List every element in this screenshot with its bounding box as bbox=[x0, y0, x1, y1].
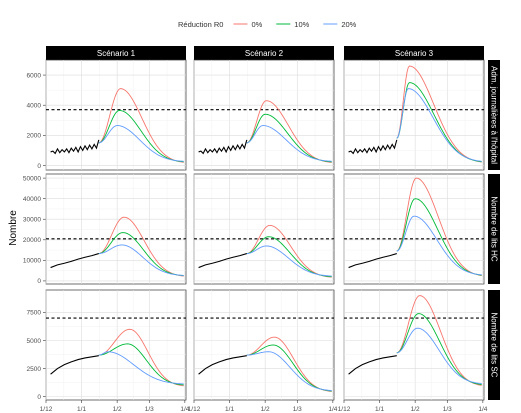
series-line-10pct bbox=[98, 343, 184, 386]
y-tick-label-r2-2: 10000 bbox=[23, 258, 41, 265]
y-tick-label-r1-3: 4000 bbox=[27, 103, 42, 110]
panel-r1-c3 bbox=[343, 59, 485, 171]
observed-line bbox=[348, 253, 397, 269]
row-strip-2 bbox=[488, 174, 500, 284]
panel-frame bbox=[45, 173, 187, 285]
strip-1 bbox=[46, 46, 186, 60]
panel-frame bbox=[343, 59, 485, 171]
series-line-20pct bbox=[396, 215, 482, 276]
x-tick-label-c2-3: 1/2 bbox=[261, 406, 270, 413]
series-line-10pct bbox=[396, 198, 482, 276]
panel-r3-c3 bbox=[343, 289, 485, 401]
series-line-20pct bbox=[98, 244, 184, 276]
row-strip-label-3: Nombre de lits SC bbox=[490, 313, 499, 378]
series-line-0pct bbox=[98, 328, 184, 387]
panel-frame bbox=[343, 173, 485, 285]
series-line-20pct bbox=[98, 351, 184, 385]
legend-label-1: 0% bbox=[251, 20, 262, 29]
observed-line bbox=[198, 253, 247, 269]
x-tick-label-c1-4: 1/3 bbox=[145, 406, 154, 413]
panel-r2-c1 bbox=[45, 173, 187, 285]
row-strip-1 bbox=[488, 60, 500, 170]
strip-label-2: Scénario 2 bbox=[245, 49, 284, 58]
row-strip-label-1: Adm. journalières à l'hôpital bbox=[490, 66, 499, 164]
x-tick-label-c1-1: 1/12 bbox=[40, 406, 53, 413]
panel-r1-c2 bbox=[193, 59, 335, 171]
observed-line bbox=[50, 253, 99, 269]
x-tick-label-c3-5: 1/4 bbox=[478, 406, 487, 413]
y-tick-label-r3-4: 7500 bbox=[27, 310, 42, 317]
panel-frame bbox=[45, 289, 187, 401]
panel-frame bbox=[193, 289, 335, 401]
legend: Réduction R0 0% 10% 20% bbox=[178, 20, 357, 29]
y-tick-label-r1-4: 6000 bbox=[27, 72, 42, 79]
panel-r3-c1 bbox=[45, 289, 187, 401]
observed-line bbox=[348, 139, 398, 155]
x-tick-label-c2-5: 1/4 bbox=[328, 406, 337, 413]
panel-grid: Scénario 1 Scénario 2 Scénario 3 Adm. journ… bbox=[23, 46, 500, 413]
panel-r3-c2 bbox=[193, 289, 335, 401]
series-line-0pct bbox=[98, 216, 184, 277]
legend-label-2: 10% bbox=[294, 20, 309, 29]
row-strip-3 bbox=[488, 290, 500, 400]
strip-3 bbox=[344, 46, 484, 60]
row-strip-label-2: Nombre de lits HC bbox=[490, 196, 499, 262]
series-line-20pct bbox=[98, 125, 184, 162]
panel-frame bbox=[45, 59, 187, 171]
y-tick-label-r2-6: 50000 bbox=[23, 175, 41, 182]
observed-line bbox=[198, 139, 248, 155]
series-line-20pct bbox=[246, 125, 332, 162]
x-tick-label-c2-2: 1/1 bbox=[225, 406, 234, 413]
strip-label-1: Scénario 1 bbox=[97, 49, 136, 58]
series-line-20pct bbox=[246, 245, 332, 277]
y-tick-label-r1-1: 0 bbox=[37, 163, 41, 170]
panel-frame bbox=[343, 289, 485, 401]
strip-label-3: Scénario 3 bbox=[395, 49, 434, 58]
legend-label-3: 20% bbox=[341, 20, 356, 29]
series-line-10pct bbox=[98, 232, 184, 277]
observed-line bbox=[198, 355, 247, 375]
observed-line bbox=[50, 139, 100, 155]
series-line-0pct bbox=[98, 88, 184, 163]
series-line-20pct bbox=[396, 327, 482, 385]
x-tick-label-c1-5: 1/4 bbox=[180, 406, 189, 413]
y-tick-label-r3-1: 0 bbox=[37, 394, 41, 401]
y-tick-label-r2-1: 0 bbox=[37, 278, 41, 285]
y-tick-label-r2-5: 40000 bbox=[23, 196, 41, 203]
x-tick-label-c2-1: 1/12 bbox=[188, 406, 201, 413]
x-tick-label-c1-3: 1/2 bbox=[113, 406, 122, 413]
panel-r2-c3 bbox=[343, 173, 485, 285]
series-line-20pct bbox=[246, 351, 332, 391]
y-tick-label-r2-3: 20000 bbox=[23, 237, 41, 244]
x-tick-label-c3-4: 1/3 bbox=[443, 406, 452, 413]
series-line-20pct bbox=[396, 88, 482, 162]
y-tick-label-r2-4: 30000 bbox=[23, 217, 41, 224]
panel-r1-c1 bbox=[45, 59, 187, 171]
y-tick-label-r3-3: 5000 bbox=[27, 338, 42, 345]
x-tick-label-c3-3: 1/2 bbox=[411, 406, 420, 413]
observed-line bbox=[50, 355, 99, 375]
series-line-0pct bbox=[396, 177, 482, 277]
y-tick-label-r1-2: 2000 bbox=[27, 133, 42, 140]
x-tick-label-c2-4: 1/3 bbox=[293, 406, 302, 413]
x-tick-label-c3-1: 1/12 bbox=[338, 406, 351, 413]
panel-r2-c2 bbox=[193, 173, 335, 285]
y-axis-label: Nombre bbox=[8, 210, 19, 246]
strip-2 bbox=[194, 46, 334, 60]
x-tick-label-c1-2: 1/1 bbox=[77, 406, 86, 413]
x-tick-label-c3-2: 1/1 bbox=[375, 406, 384, 413]
y-tick-label-r3-2: 2500 bbox=[27, 366, 42, 373]
legend-title: Réduction R0 bbox=[178, 20, 223, 29]
observed-line bbox=[348, 355, 397, 375]
